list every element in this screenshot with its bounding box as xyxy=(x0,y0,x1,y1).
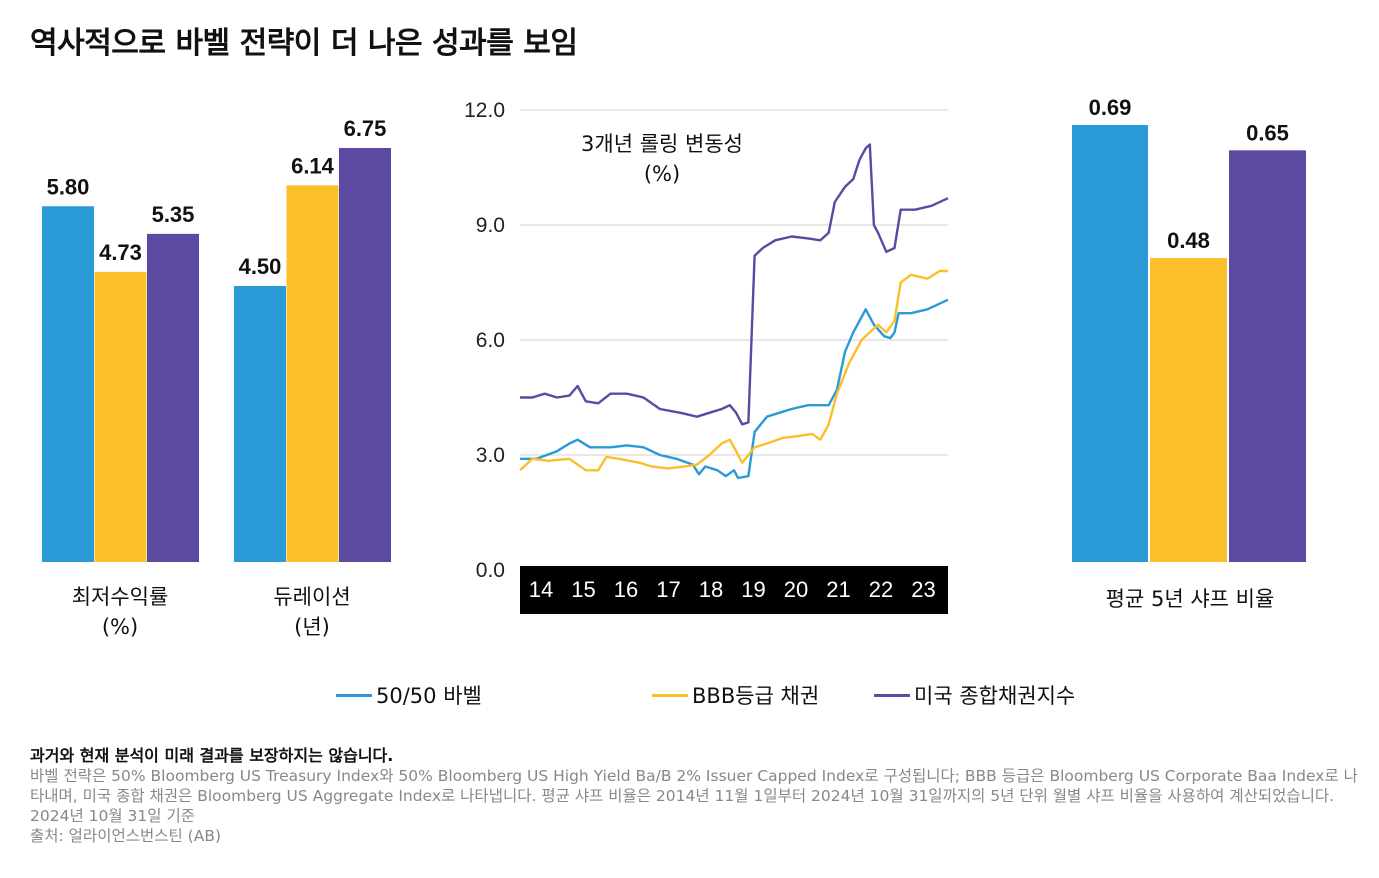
category-label-duration-0: 듀레이션 xyxy=(273,585,350,609)
x-tick-label-0: 14 xyxy=(529,577,553,602)
x-tick-label-7: 21 xyxy=(826,577,850,602)
legend-label-barbell: 50/50 바벨 xyxy=(376,684,482,708)
bar-aggregate-yield xyxy=(147,233,199,562)
category-label-sharpe: 평균 5년 샤프 비율 xyxy=(1106,587,1275,611)
x-tick-label-8: 22 xyxy=(869,577,893,602)
legend-item-aggregate: 미국 종합채권지수 xyxy=(874,680,1075,710)
x-tick-label-6: 20 xyxy=(784,577,808,602)
y-tick-label-4: 12.0 xyxy=(464,99,505,122)
data-label-barbell-yield: 5.80 xyxy=(47,174,90,199)
bar-bbb-yield xyxy=(94,271,147,562)
x-tick-label-5: 19 xyxy=(741,577,765,602)
x-tick-label-9: 23 xyxy=(911,577,935,602)
legend-label-bbb: BBB등급 채권 xyxy=(692,684,820,708)
x-tick-label-3: 17 xyxy=(656,577,680,602)
y-tick-label-2: 6.0 xyxy=(476,329,505,352)
data-label-barbell-sharpe: 0.69 xyxy=(1089,95,1132,120)
legend-swatch-aggregate xyxy=(874,693,910,697)
bar-barbell-sharpe xyxy=(1072,125,1148,562)
source-note: 출처: 얼라이언스번스틴 (AB) xyxy=(30,827,222,845)
data-label-aggregate-duration: 6.75 xyxy=(344,116,387,141)
y-tick-label-0: 0.0 xyxy=(476,559,505,582)
legend-item-barbell: 50/50 바벨 xyxy=(336,680,482,710)
charts-canvas: 5.80 4.50 4.73 6.14 5.35 6.75 최저수익률 (%) 듀레이션 (년) 0… xyxy=(42,95,1306,639)
data-label-bbb-duration: 6.14 xyxy=(291,153,335,178)
bar-barbell-yield xyxy=(42,206,94,562)
data-label-barbell-duration: 4.50 xyxy=(239,254,282,279)
x-axis-band xyxy=(520,566,948,614)
page-title: 역사적으로 바벨 전략이 더 나은 성과를 보임 xyxy=(30,26,578,61)
legend-swatch-bbb xyxy=(652,693,688,697)
data-label-bbb-sharpe: 0.48 xyxy=(1167,228,1210,253)
bar-bbb-duration xyxy=(286,185,339,562)
category-label-yield-1: (%) xyxy=(102,615,138,639)
line-chart-title-1: (%) xyxy=(644,162,680,186)
bar-aggregate-duration xyxy=(339,148,391,562)
line-chart-title-0: 3개년 롤링 변동성 xyxy=(581,132,743,156)
bar-bbb-sharpe xyxy=(1150,258,1227,562)
data-label-aggregate-sharpe: 0.65 xyxy=(1246,120,1289,145)
bar-barbell-duration xyxy=(234,286,286,562)
y-tick-label-3: 9.0 xyxy=(476,214,505,237)
description-note: 바벨 전략은 50% Bloomberg US Treasury Index와 … xyxy=(30,767,1358,805)
line-series-bbb xyxy=(519,269,948,472)
legend-swatch-barbell xyxy=(336,693,372,697)
disclaimer: 과거와 현재 분석이 미래 결과를 보장하지는 않습니다. xyxy=(30,746,394,765)
as-of-date: 2024년 10월 31일 기준 xyxy=(30,807,195,825)
data-label-aggregate-yield: 5.35 xyxy=(152,202,195,227)
y-tick-label-1: 3.0 xyxy=(476,444,505,467)
x-tick-label-4: 18 xyxy=(699,577,723,602)
footnotes: 과거와 현재 분석이 미래 결과를 보장하지는 않습니다. 바벨 전략은 50%… xyxy=(30,746,1360,846)
line-series-aggregate xyxy=(520,143,949,426)
category-label-yield-0: 최저수익률 xyxy=(72,585,169,609)
legend-item-bbb: BBB등급 채권 xyxy=(652,680,819,710)
line-series-barbell xyxy=(520,298,949,480)
bar-aggregate-sharpe xyxy=(1229,150,1306,563)
legend-label-aggregate: 미국 종합채권지수 xyxy=(914,684,1076,708)
category-label-duration-1: (년) xyxy=(294,615,330,639)
data-label-bbb-yield: 4.73 xyxy=(99,240,142,265)
x-tick-label-2: 16 xyxy=(614,577,638,602)
x-tick-label-1: 15 xyxy=(571,577,595,602)
